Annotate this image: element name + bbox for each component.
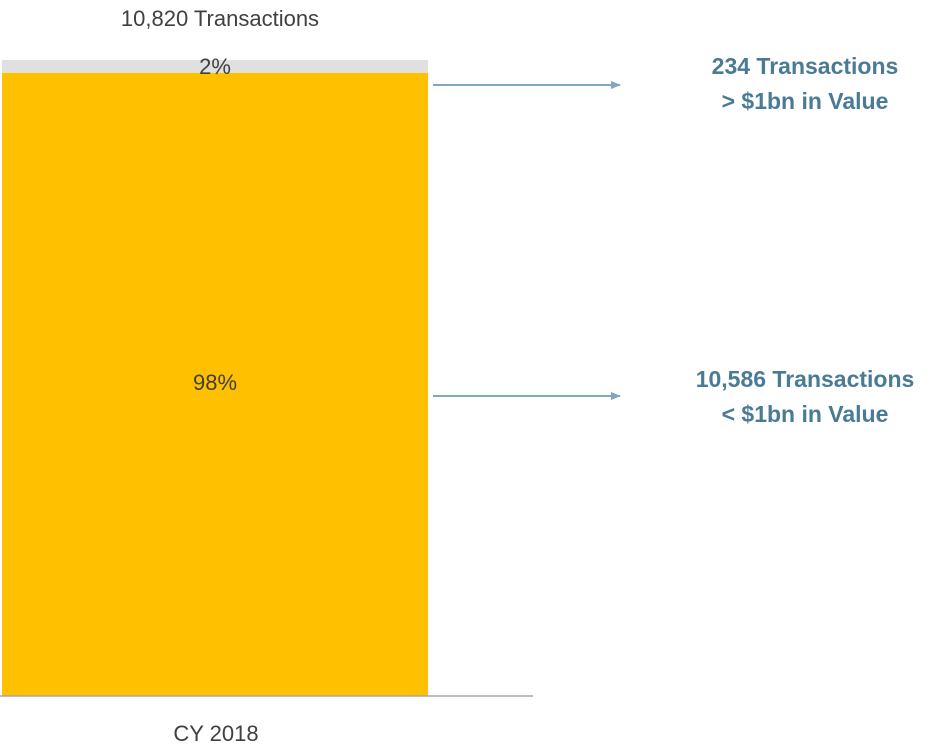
data-label: 2% (199, 54, 231, 79)
chart-title: 10,820 Transactions (121, 6, 319, 31)
annotation: < $1bn in Value (722, 401, 889, 427)
annotation: 10,586 Transactions (696, 366, 915, 392)
annotation: > $1bn in Value (722, 88, 889, 114)
annotation: 234 Transactions (712, 53, 899, 79)
bar-segment (2, 72, 428, 697)
data-label: 98% (193, 370, 237, 395)
bar-segment (2, 60, 428, 73)
x-tick-label: CY 2018 (173, 721, 258, 746)
